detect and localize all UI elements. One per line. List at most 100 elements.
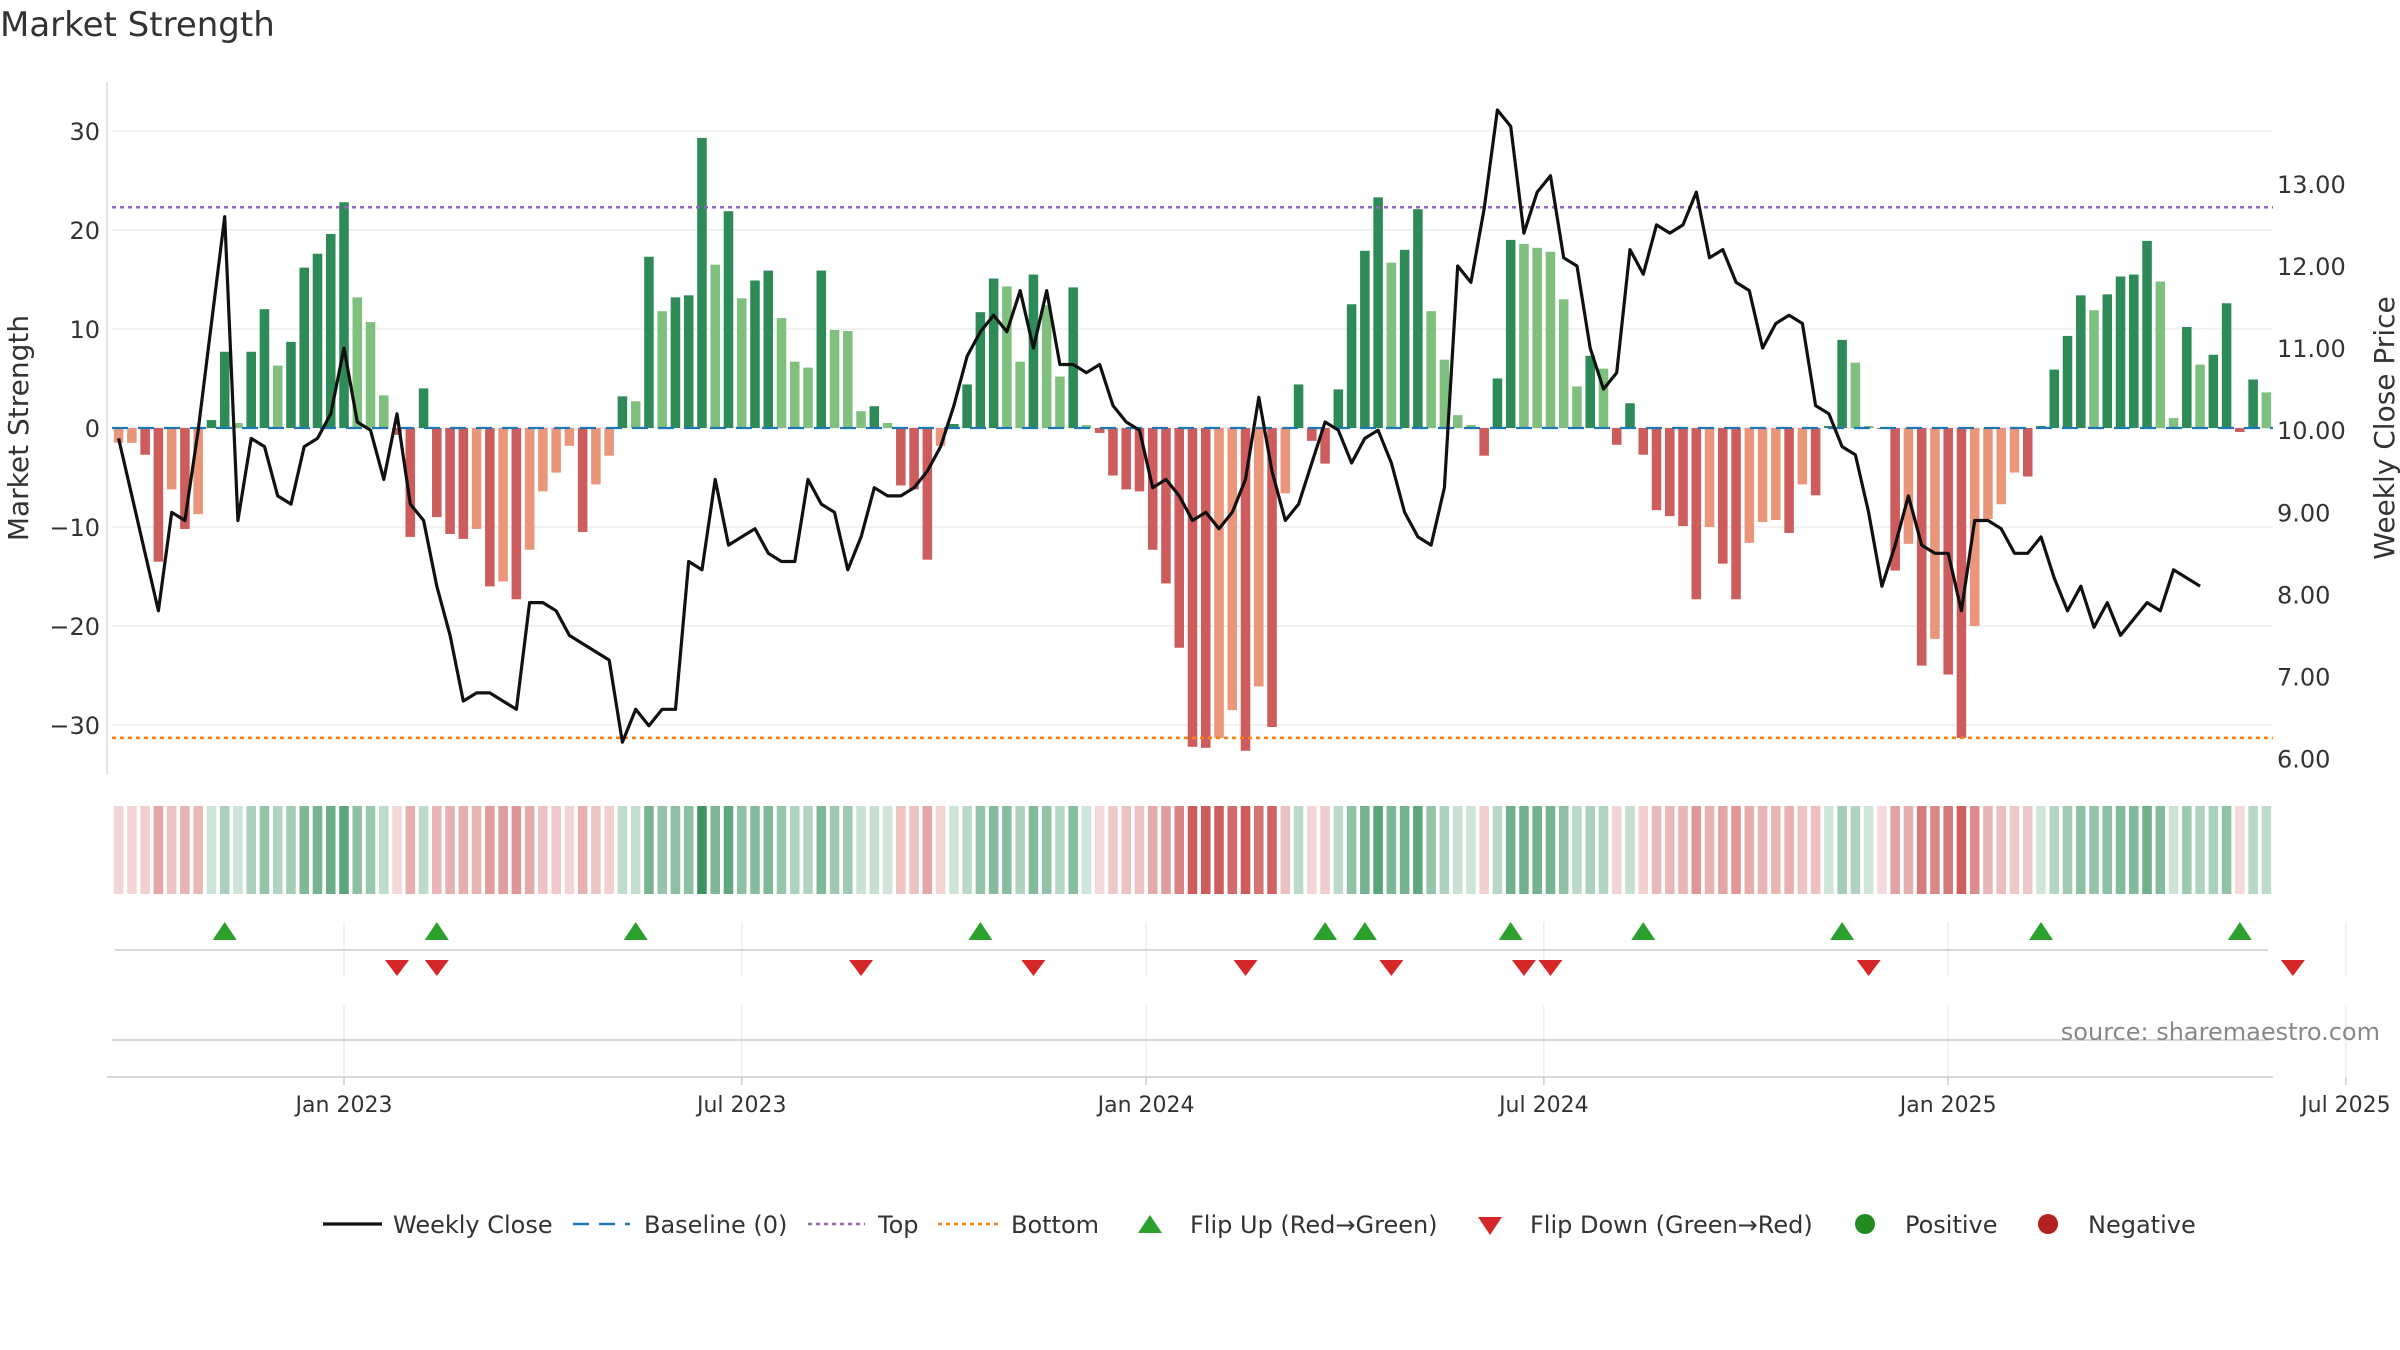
heat-cell — [1466, 806, 1476, 894]
flip-down-icon — [1021, 960, 1046, 976]
heat-cell — [988, 806, 999, 894]
strength-bar — [2235, 428, 2245, 432]
heat-cell — [379, 806, 389, 894]
right-tick-label: 13.00 — [2277, 171, 2346, 199]
strength-bar — [2195, 364, 2205, 428]
strength-bar — [180, 428, 190, 529]
heat-cell — [2248, 806, 2258, 894]
strength-bar — [1240, 428, 1251, 751]
strength-bar — [1439, 359, 1450, 428]
strength-bar — [617, 396, 628, 428]
right-tick-label: 6.00 — [2277, 746, 2330, 774]
strength-bar — [2022, 428, 2033, 477]
strength-bar — [1254, 428, 1264, 687]
heat-cell — [2195, 806, 2205, 894]
flip-marker-panel — [115, 922, 2347, 976]
strength-bar — [498, 428, 508, 582]
strength-bar — [272, 365, 283, 428]
legend-flip-down-icon — [1478, 1217, 1502, 1235]
heat-cell — [1625, 806, 1635, 894]
heat-cell — [1320, 806, 1330, 894]
x-tick-label: Jul 2023 — [695, 1093, 787, 1118]
heat-cell — [1214, 806, 1224, 894]
heat-cell — [1041, 806, 1052, 894]
heat-cell — [1399, 806, 1410, 894]
heat-cell — [1757, 806, 1768, 894]
flip-down-icon — [2280, 960, 2305, 976]
strength-bar — [1744, 428, 1755, 543]
strength-bar — [1558, 299, 1569, 428]
strength-bar — [1638, 428, 1649, 455]
strength-bar — [2129, 274, 2139, 428]
heat-cell — [1916, 806, 1927, 894]
heat-cell — [1585, 806, 1596, 894]
strength-bar — [1810, 428, 1821, 496]
heat-cell — [1956, 806, 1967, 894]
strength-bar — [140, 428, 150, 455]
heat-cell — [259, 806, 270, 894]
strength-bar — [975, 312, 986, 428]
strength-bar — [286, 341, 296, 428]
flip-up-icon — [2028, 922, 2053, 940]
heat-cell — [789, 806, 800, 894]
heat-cell — [2049, 806, 2060, 894]
legend-top-label: Top — [877, 1211, 919, 1239]
strength-bar — [379, 395, 389, 428]
heat-cell — [325, 806, 336, 894]
strength-bar — [2049, 369, 2060, 428]
left-tick-label: 20 — [69, 217, 100, 245]
strength-bar — [670, 297, 681, 428]
heat-cell — [485, 806, 495, 894]
flip-down-icon — [1233, 960, 1258, 976]
strength-bar — [233, 423, 243, 428]
heat-cell — [286, 806, 296, 894]
heat-cell — [2168, 806, 2179, 894]
strength-bar — [1505, 239, 1516, 428]
heat-cell — [2036, 806, 2046, 894]
heat-cell — [829, 806, 840, 894]
heat-cell — [113, 806, 124, 894]
heat-cell — [312, 806, 323, 894]
strength-bar — [299, 267, 310, 428]
strength-bar — [471, 428, 482, 529]
main-panel: 30 20 10 0 −10 −20 −30 13.00 12.00 11.00 10.00 9.0… — [2, 82, 2400, 775]
strength-bar — [763, 270, 774, 428]
heat-cell — [299, 806, 310, 894]
heat-cell — [1903, 806, 1914, 894]
heat-cell — [1784, 806, 1794, 894]
strength-bar — [1572, 386, 1582, 428]
left-axis-ticks: 30 20 10 0 −10 −20 −30 — [49, 118, 100, 740]
heat-cell — [1280, 806, 1291, 894]
heat-cell — [1558, 806, 1569, 894]
heat-cell — [975, 806, 986, 894]
strength-bar — [1121, 428, 1131, 490]
heat-cell — [1678, 806, 1688, 894]
left-tick-label: 30 — [69, 118, 100, 146]
strength-bar — [511, 428, 522, 600]
strength-bar — [1837, 339, 1847, 428]
strength-bar — [166, 428, 177, 490]
strength-bar — [1479, 428, 1489, 456]
heat-cell — [2115, 806, 2126, 894]
strength-bar — [432, 428, 442, 518]
heat-cell — [1161, 806, 1171, 894]
strength-bar — [1333, 389, 1344, 428]
legend-flip-up-label: Flip Up (Red→Green) — [1190, 1211, 1438, 1239]
heat-cell — [1771, 806, 1781, 894]
strength-bar — [604, 428, 614, 456]
heat-cell — [1810, 806, 1821, 894]
heat-cell — [352, 806, 363, 894]
heat-cell — [843, 806, 853, 894]
heat-cell — [922, 806, 933, 894]
heat-cell — [1797, 806, 1808, 894]
heat-cell — [2102, 806, 2113, 894]
flip-up-icon — [1498, 922, 1523, 940]
heat-cell — [498, 806, 508, 894]
strength-bar — [113, 428, 124, 443]
heat-cell — [1479, 806, 1489, 894]
strength-bar — [1413, 209, 1423, 428]
heat-cell — [1413, 806, 1423, 894]
strength-bar — [418, 388, 429, 428]
heat-cell — [219, 806, 230, 894]
